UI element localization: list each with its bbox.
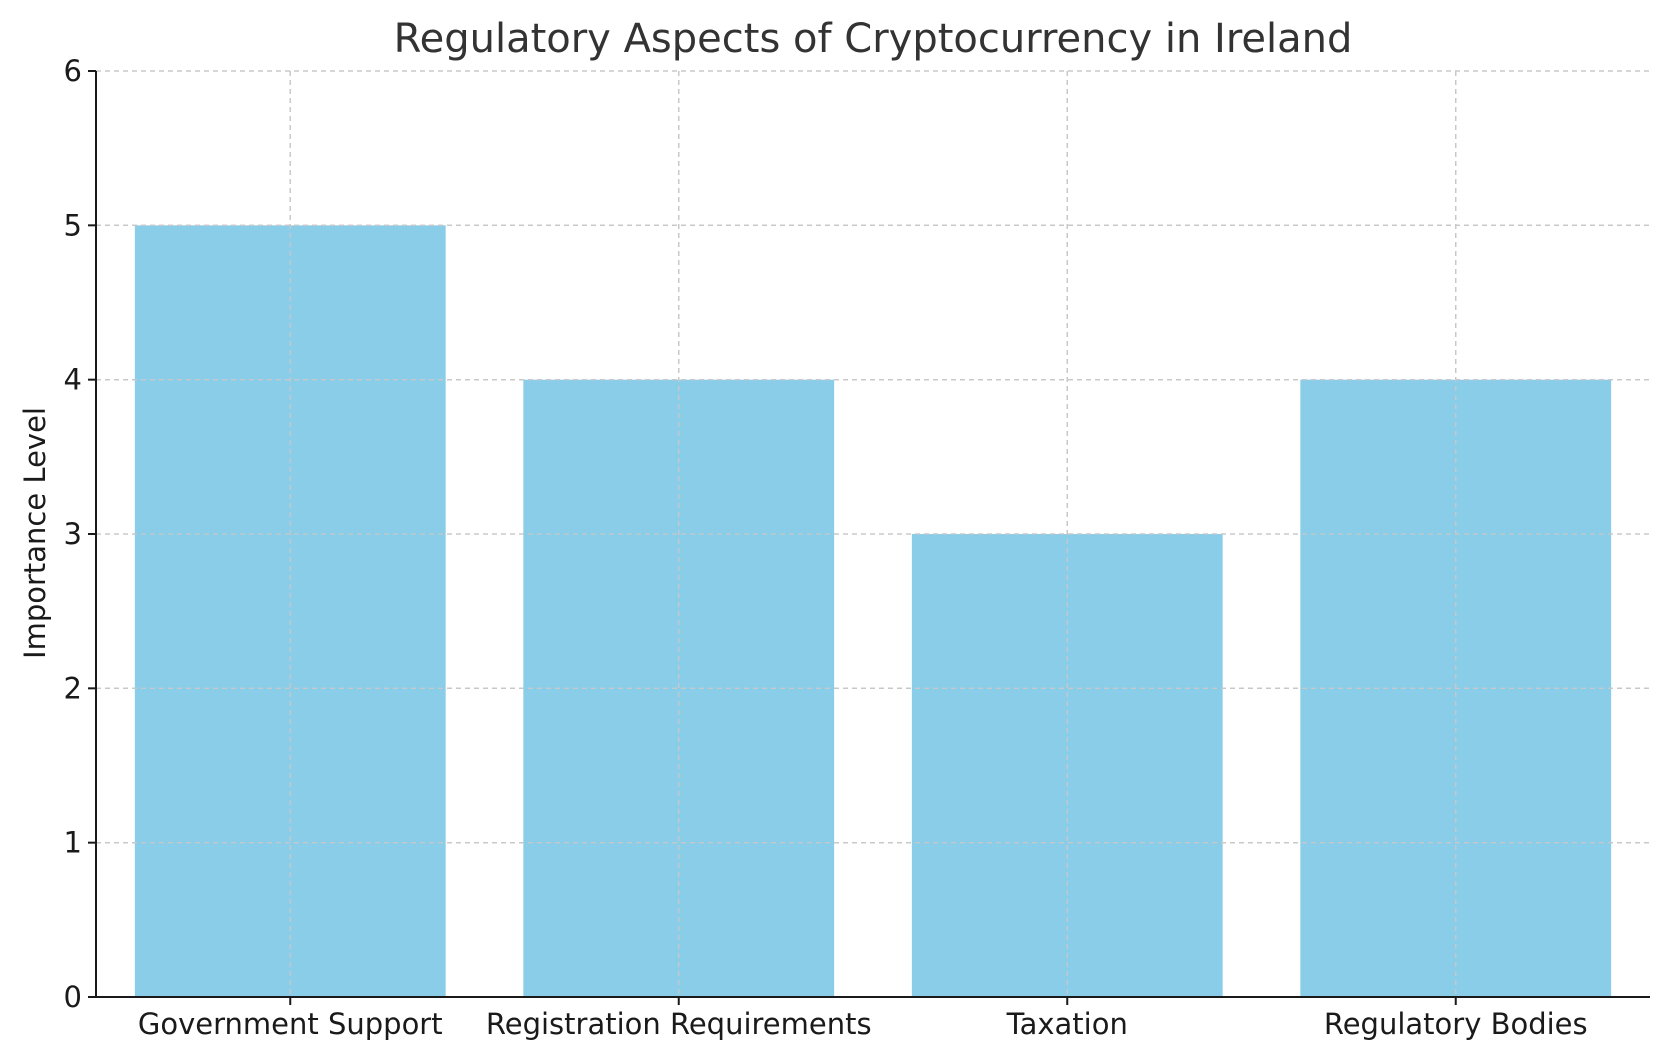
- x-tick-label: Government Support: [138, 1007, 443, 1041]
- x-tick-label: Taxation: [1006, 1007, 1128, 1041]
- bars: [96, 70, 1650, 998]
- y-tick-label: 1: [64, 826, 82, 860]
- y-tick-label: 4: [64, 363, 82, 397]
- x-tick-label: Regulatory Bodies: [1324, 1007, 1588, 1041]
- y-axis-label: Importance Level: [18, 407, 52, 659]
- x-tick-label: Registration Requirements: [486, 1007, 872, 1041]
- ticks: 0 1 2 3 4 5 6 Government Support Registration Re…: [64, 54, 1588, 1041]
- bar: [523, 379, 835, 998]
- y-tick-label: 5: [64, 208, 82, 242]
- chart-title: Regulatory Aspects of Cryptocurrency in …: [394, 16, 1353, 62]
- y-tick-label: 2: [64, 671, 82, 705]
- y-tick-label: 6: [64, 54, 82, 88]
- y-tick-label: 3: [64, 517, 82, 551]
- y-tick-label: 0: [64, 980, 82, 1014]
